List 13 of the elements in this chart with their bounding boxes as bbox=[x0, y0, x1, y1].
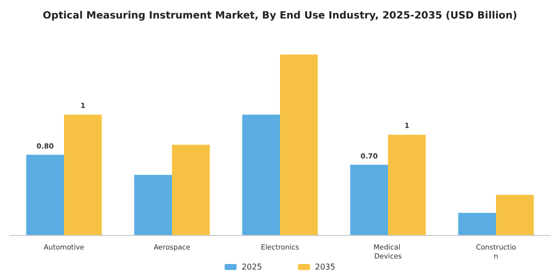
bar bbox=[64, 114, 102, 235]
bar bbox=[242, 114, 280, 235]
bar bbox=[458, 212, 496, 235]
bar bbox=[388, 134, 426, 235]
legend-label: 2025 bbox=[242, 262, 262, 272]
bar bbox=[134, 174, 172, 235]
bar bbox=[26, 154, 64, 235]
bar bbox=[280, 54, 318, 235]
bar bbox=[172, 144, 210, 235]
chart-title: Optical Measuring Instrument Market, By End Use Industry, 2025-2035 (USD Billion) bbox=[42, 10, 518, 22]
bar bbox=[496, 194, 534, 235]
bar bbox=[350, 164, 388, 235]
legend-label: 2035 bbox=[315, 262, 336, 272]
